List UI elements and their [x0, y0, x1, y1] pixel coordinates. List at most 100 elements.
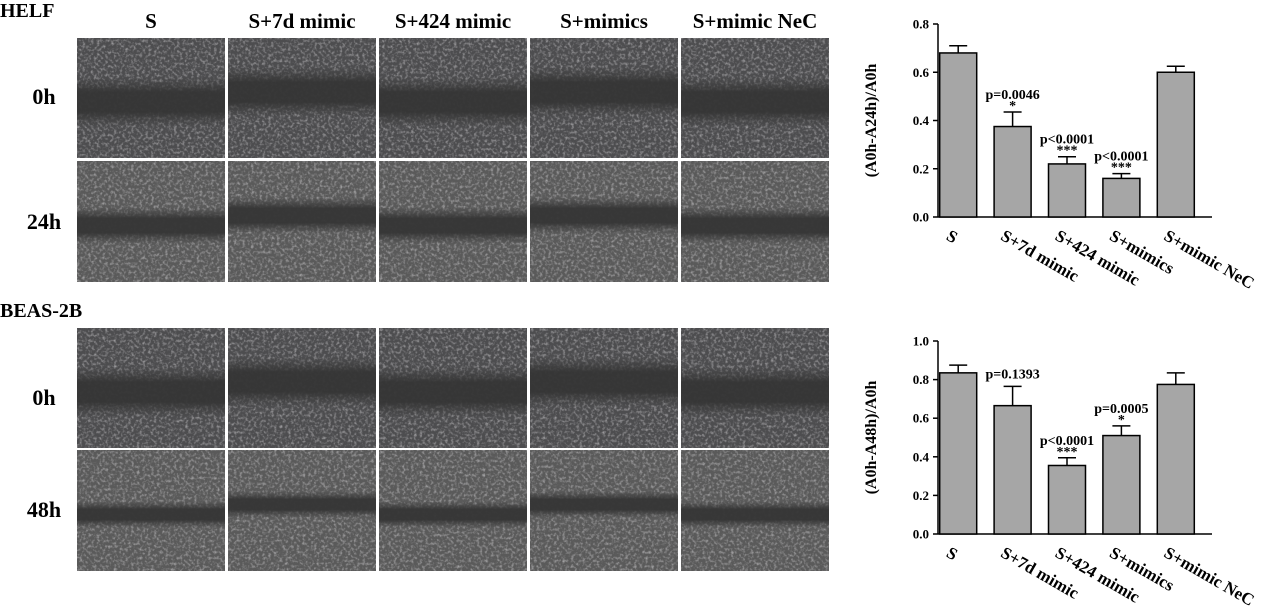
bar: [1156, 71, 1196, 218]
micrograph: [530, 161, 678, 282]
micrograph: [681, 328, 829, 448]
image-grid: S S+7d mimic S+424 mimic S+mimics S+mimic Ne…: [0, 0, 829, 571]
bar: [938, 52, 978, 218]
micrograph: [530, 328, 678, 448]
y-tick-label: 0.6: [913, 65, 930, 80]
micrograph: [530, 450, 678, 571]
micrograph-wound: [228, 356, 376, 408]
p-value: p<0.0001: [1094, 150, 1148, 165]
p-value: p<0.0001: [1040, 133, 1094, 148]
micrograph: [530, 38, 678, 158]
y-tick-label: 0.4: [913, 449, 930, 464]
y-tick-label: 0.6: [913, 411, 930, 426]
charts: (A0h-A24h)/A0h0.00.20.40.60.8S*p=0.0046S…: [863, 17, 1258, 610]
y-axis-label: (A0h-A48h)/A0h: [863, 381, 880, 495]
bar: [1156, 383, 1196, 535]
y-tick-label: 0.0: [913, 527, 929, 542]
micrograph-wound: [77, 207, 225, 244]
y-tick-label: 0.8: [913, 17, 930, 32]
error-bar: [1058, 457, 1076, 466]
micrograph-wound: [681, 76, 829, 128]
micrograph: [681, 161, 829, 282]
column-header: S+7d mimic: [248, 9, 355, 33]
micrograph-wound: [77, 366, 225, 418]
bar: [1102, 177, 1141, 218]
micrograph-wound: [228, 197, 376, 234]
micrograph-wound: [530, 491, 678, 518]
micrograph: [77, 161, 225, 282]
error-bar: [1166, 372, 1185, 385]
micrograph: [228, 161, 376, 282]
x-tick-label: S: [943, 226, 961, 247]
bar: [1047, 464, 1087, 535]
micrograph-wound: [379, 366, 527, 418]
micrograph: [681, 38, 829, 158]
micrograph: [379, 328, 527, 448]
column-header: S: [145, 9, 157, 33]
y-tick-label: 1.0: [913, 334, 929, 349]
micrograph-wound: [379, 207, 527, 244]
x-tick-label: S: [943, 543, 961, 564]
micrograph: [228, 328, 376, 448]
significance-stars: ***: [1057, 445, 1078, 460]
micrograph: [77, 328, 225, 448]
micrograph-wound: [681, 366, 829, 418]
error-bar: [1166, 65, 1185, 73]
row-label: 48h: [27, 497, 61, 522]
error-bar: [1112, 425, 1131, 436]
error-bar: [1003, 111, 1022, 127]
micrograph-wound: [77, 501, 225, 528]
y-axis-label: (A0h-A24h)/A0h: [863, 64, 880, 178]
row-label: 0h: [32, 84, 55, 109]
p-value: p=0.0046: [985, 88, 1039, 103]
row-label: 24h: [27, 209, 61, 234]
micrograph-wound: [77, 76, 225, 128]
significance-stars: ***: [1111, 161, 1132, 176]
y-tick-label: 0.0: [913, 210, 929, 225]
column-header: S+424 mimic: [395, 9, 511, 33]
column-header: S+mimics: [560, 9, 648, 33]
micrograph-wound: [379, 501, 527, 528]
micrograph-wound: [530, 356, 678, 408]
p-value: p<0.0001: [1040, 434, 1094, 449]
micrograph: [681, 450, 829, 571]
micrograph-wound: [228, 66, 376, 118]
panel-label: BEAS-2B: [0, 300, 82, 322]
bar: [993, 125, 1032, 218]
micrograph-wound: [228, 491, 376, 518]
micrograph-wound: [530, 197, 678, 234]
bar: [1102, 434, 1141, 535]
error-bar: [1112, 172, 1131, 179]
panel-label: HELF: [0, 0, 54, 22]
significance-stars: ***: [1057, 144, 1078, 159]
bar: [938, 372, 978, 535]
micrograph: [379, 450, 527, 571]
significance-stars: *: [1118, 413, 1125, 428]
significance-stars: *: [1009, 99, 1016, 114]
y-tick-label: 0.2: [913, 488, 929, 503]
y-tick-label: 0.4: [913, 113, 930, 128]
error-bar: [949, 364, 968, 373]
column-header: S+mimic NeC: [693, 9, 818, 33]
micrograph: [228, 450, 376, 571]
y-tick-label: 0.2: [913, 161, 929, 176]
y-tick-label: 0.8: [913, 372, 930, 387]
micrograph-wound: [379, 76, 527, 128]
micrograph: [379, 38, 527, 158]
micrograph: [77, 38, 225, 158]
row-label: 0h: [32, 385, 55, 410]
p-value: p=0.1393: [985, 367, 1039, 382]
error-bar: [1003, 385, 1022, 406]
error-bar: [1058, 155, 1076, 164]
micrograph-wound: [530, 66, 678, 118]
bar: [993, 404, 1032, 535]
micrograph: [379, 161, 527, 282]
micrograph-wound: [681, 207, 829, 244]
p-value: p=0.0005: [1094, 402, 1148, 417]
bar: [1047, 163, 1087, 218]
micrograph: [228, 38, 376, 158]
error-bar: [949, 44, 968, 53]
micrograph-wound: [681, 501, 829, 528]
micrograph: [77, 450, 225, 571]
